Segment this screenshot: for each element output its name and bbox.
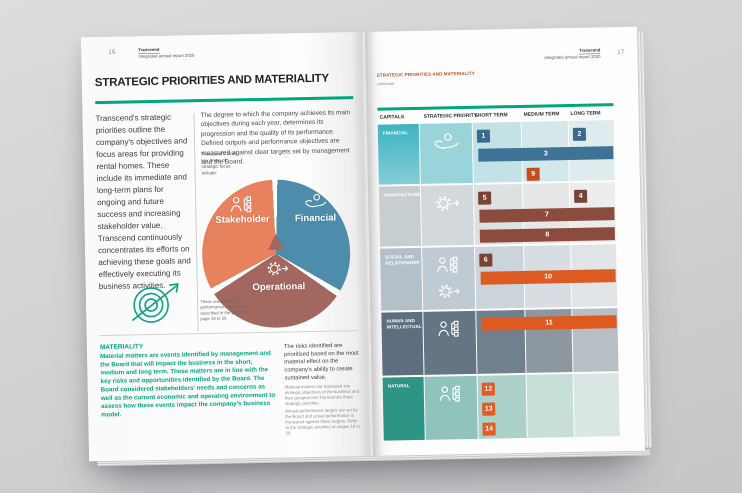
risk-bar: 10 — [480, 268, 616, 285]
capitals-table: CAPITALS STRATEGIC PRIORITY SHORT TERM M… — [377, 103, 620, 442]
col-strategic-priority: STRATEGIC PRIORITY — [423, 112, 478, 119]
risk-badge: 4 — [573, 189, 588, 203]
gear-arrow-icon — [439, 284, 460, 298]
risk-bar: 11 — [481, 314, 617, 331]
magazine-spread: 16 Transcend Integrated annual report 20… — [80, 26, 652, 467]
capital-label: FINANCIAL — [382, 129, 409, 136]
page-number-left: 16 — [108, 48, 116, 56]
table-row-financial: FINANCIAL 1 2 3 9 — [377, 119, 615, 185]
capital-cell: SOCIAL AND RELATIONSHIP — [380, 247, 423, 311]
page-16: 16 Transcend Integrated annual report 20… — [80, 31, 374, 462]
column-divider — [193, 113, 199, 332]
priority-cell — [422, 246, 476, 310]
strategic-focus-pie: Stakeholder Financial — [200, 178, 352, 330]
priority-cell — [424, 375, 478, 440]
risk-badge: 12 — [481, 381, 495, 396]
pie-segment-label: Stakeholder — [215, 213, 270, 226]
risk-badge: 1 — [476, 129, 491, 143]
cycle-arrow-tip — [267, 233, 285, 250]
gear-arrow-icon — [267, 262, 288, 276]
risk-badge: 5 — [478, 191, 492, 205]
report-title: Integrated annual report 2020 — [544, 53, 601, 60]
page-number-right: 17 — [617, 48, 625, 57]
priority-cell — [420, 184, 475, 246]
page-17: Transcend Integrated annual report 2020 … — [364, 26, 646, 456]
capital-cell: NATURAL — [382, 376, 425, 441]
risks-paragraph: The risks identified are prioritised bas… — [283, 341, 359, 381]
gear-arrow-icon — [436, 195, 460, 211]
report-brand-left: Transcend Integrated annual report 2020 — [138, 45, 238, 59]
capital-cell: FINANCIAL — [377, 123, 420, 185]
risk-badge: 14 — [482, 421, 496, 436]
table-row-social: SOCIAL AND RELATIONSHIP — [380, 243, 618, 311]
people-icon — [437, 256, 458, 273]
report-brand-right: Transcend Integrated annual report 2020 — [500, 47, 600, 61]
section-divider — [99, 330, 358, 337]
pie-segment-label: Financial — [294, 212, 337, 225]
risk-bar: 8 — [479, 226, 615, 243]
target-arrow-icon — [131, 283, 179, 323]
risk-bar: 3 — [478, 145, 614, 162]
capital-cell: MANUFACTURED — [378, 185, 424, 247]
col-capitals: CAPITALS — [379, 113, 405, 120]
people-icon — [230, 196, 252, 213]
continued-title: STRATEGIC PRIORITIES AND MATERIALITY — [376, 70, 475, 78]
table-row-natural: NATURAL — [382, 372, 620, 441]
footnote-1: Material matters are translated into str… — [284, 383, 360, 407]
risk-bar: 7 — [479, 206, 615, 223]
col-long-term: LONG TERM — [570, 109, 601, 116]
medium-term-cell — [526, 373, 574, 438]
pie-segment-label: Operational — [252, 281, 306, 294]
table-row-human: HUMAN AND INTELLECTUAL — [381, 307, 619, 376]
capital-label: SOCIAL AND RELATIONSHIP — [385, 253, 420, 265]
footnote-2: Annual performance targets are set by th… — [285, 407, 360, 436]
intro-paragraph: Transcend's strategic priorities outline… — [95, 112, 191, 292]
pie-caption: Transcend's three key areas of strategic… — [201, 150, 237, 176]
materiality-body: Material matters are events identified b… — [100, 349, 276, 419]
people-icon — [438, 320, 459, 337]
capital-label: NATURAL — [387, 382, 410, 389]
col-medium-term: MEDIUM TERM — [523, 110, 560, 117]
report-title: Integrated annual report 2020 — [138, 52, 195, 59]
pie-note: These areas and the performance of each … — [200, 298, 251, 322]
people-icon — [439, 385, 460, 402]
page-title: STRATEGIC PRIORITIES AND MATERIALITY — [94, 72, 330, 90]
capital-label: HUMAN AND INTELLECTUAL — [386, 317, 422, 329]
continued-label: continued — [376, 81, 395, 87]
priority-cell — [423, 310, 477, 375]
capital-label: MANUFACTURED — [384, 191, 424, 198]
capital-cell: HUMAN AND INTELLECTUAL — [381, 311, 424, 376]
risk-badge: 6 — [479, 253, 493, 267]
risk-badge: 9 — [526, 167, 540, 181]
risk-badge: 13 — [482, 401, 496, 416]
col-short-term: SHORT TERM — [474, 111, 508, 118]
long-term-cell — [573, 372, 620, 437]
hand-coin-icon — [434, 132, 459, 149]
priority-cell — [419, 122, 473, 184]
risk-badge: 2 — [572, 127, 587, 141]
title-rule — [95, 96, 354, 104]
table-row-manufactured: MANUFACTURED 5 — [378, 181, 617, 247]
hand-coin-icon — [305, 193, 327, 208]
